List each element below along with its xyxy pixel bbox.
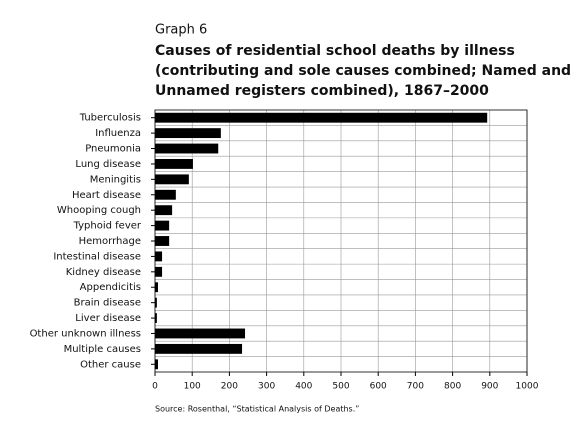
chart-title: Causes of residential school deaths by i… [155, 43, 515, 59]
bar [155, 112, 488, 123]
chart-label: Graph 6 [155, 23, 207, 38]
bar [155, 266, 163, 277]
y-tick-label: Pneumonia [85, 144, 141, 155]
y-tick-label: Hemorrhage [79, 236, 141, 247]
y-tick-label: Appendicitis [80, 282, 141, 293]
y-tick-label: Meningitis [90, 174, 141, 185]
y-tick-label: Heart disease [72, 190, 141, 201]
x-tick-label: 700 [407, 382, 424, 392]
bar [155, 251, 163, 262]
x-tick-label: 1000 [516, 382, 539, 392]
x-tick-label: 600 [370, 382, 387, 392]
x-tick-label: 100 [184, 382, 201, 392]
y-tick-label: Tuberculosis [79, 113, 141, 124]
x-tick-label: 400 [295, 382, 312, 392]
bar [155, 143, 219, 154]
bar [155, 236, 170, 246]
x-tick-label: 800 [444, 382, 461, 392]
chart-title: Unnamed registers combined), 1867–2000 [155, 83, 489, 99]
bar [155, 282, 158, 293]
y-tick-label: Other unknown illness [30, 328, 141, 339]
y-tick-label: Intestinal disease [53, 251, 141, 262]
y-tick-label: Whooping cough [57, 205, 141, 216]
y-tick-label: Multiple causes [64, 344, 141, 355]
x-tick-label: 500 [332, 382, 349, 392]
bar [155, 205, 173, 216]
y-tick-label: Influenza [95, 128, 141, 139]
x-tick-label: 200 [221, 382, 238, 392]
x-tick-label: 900 [481, 382, 498, 392]
bar [155, 343, 243, 354]
chart-title: (contributing and sole causes combined; … [155, 63, 571, 79]
bar [155, 220, 170, 231]
x-tick-label: 300 [258, 382, 275, 392]
x-tick-label: 0 [152, 382, 158, 392]
bar [155, 189, 176, 200]
y-tick-label: Lung disease [75, 159, 141, 170]
y-tick-label: Liver disease [75, 313, 141, 324]
y-tick-label: Kidney disease [66, 267, 141, 278]
bar [155, 359, 158, 370]
y-tick-label: Brain disease [74, 298, 141, 309]
source: Source: Rosenthal, “Statistical Analysis… [155, 405, 359, 414]
bar [155, 313, 157, 323]
bar [155, 174, 189, 185]
y-tick-label: Other cause [80, 359, 141, 370]
bar [155, 328, 246, 339]
bar [155, 297, 157, 308]
bar [155, 128, 221, 139]
bar [155, 159, 193, 169]
y-tick-label: Typhoid fever [73, 221, 142, 232]
